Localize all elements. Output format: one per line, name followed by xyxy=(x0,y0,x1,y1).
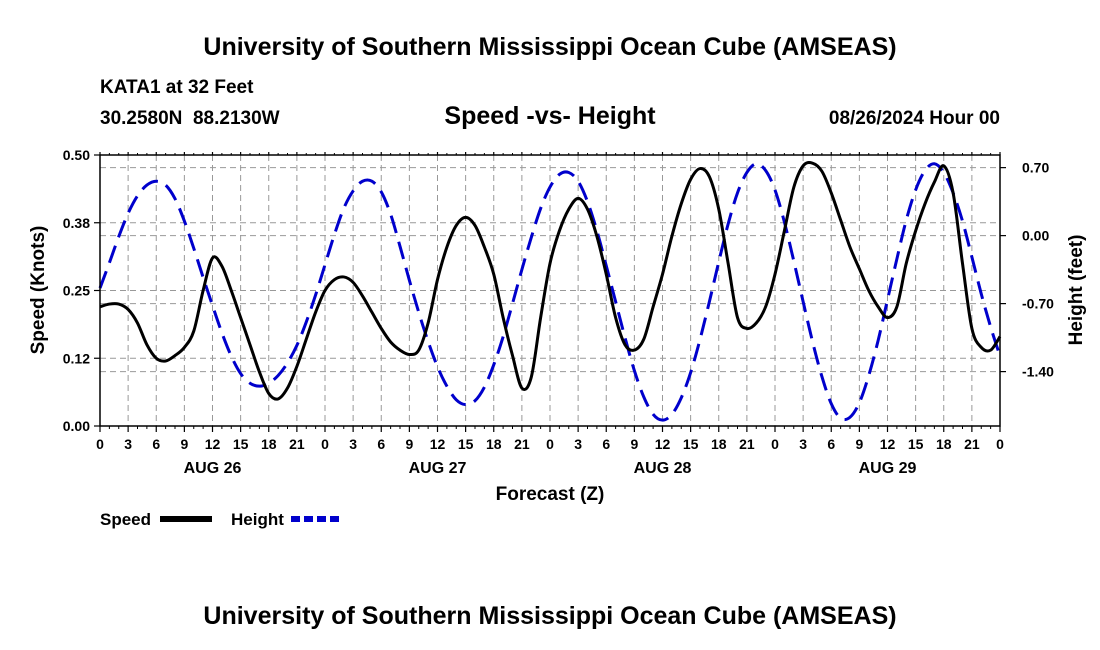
x-tick-label: 6 xyxy=(377,436,385,452)
x-tick-label: 0 xyxy=(96,436,104,452)
x-tick-label: 6 xyxy=(152,436,160,452)
y-tick-label: 0.50 xyxy=(63,147,90,163)
x-tick-label: 9 xyxy=(855,436,863,452)
day-label: AUG 28 xyxy=(634,460,692,477)
x-tick-label: 21 xyxy=(964,436,980,452)
x-tick-label: 12 xyxy=(205,436,221,452)
x-tick-label: 15 xyxy=(683,436,699,452)
x-tick-label: 6 xyxy=(602,436,610,452)
chart-title: University of Southern Mississippi Ocean… xyxy=(203,33,896,61)
y2-tick-label: 0.70 xyxy=(1022,160,1049,176)
x-tick-label: 3 xyxy=(799,436,807,452)
x-tick-label: 3 xyxy=(574,436,582,452)
series-layer xyxy=(98,161,1002,422)
chart-subtitle: Speed -vs- Height xyxy=(444,102,656,130)
x-tick-label: 18 xyxy=(261,436,277,452)
legend: Speed Height xyxy=(100,510,343,529)
y-tick-label: 0.00 xyxy=(63,418,90,434)
day-label: AUG 26 xyxy=(184,460,242,477)
axes: 0 3 6 9 12 15 18 21 0 3 6 9 12 15 18 21 0 3 6 9 12 15 18 21 0 3 6 9… xyxy=(63,147,1054,477)
y-tick-label: 0.12 xyxy=(63,350,90,366)
x-tick-label: 15 xyxy=(233,436,249,452)
x-tick-label: 3 xyxy=(124,436,132,452)
y-axis-title: Speed (Knots) xyxy=(28,226,49,355)
y2-tick-label: -1.40 xyxy=(1022,364,1054,380)
y-tick-label: 0.38 xyxy=(63,215,90,231)
y2-tick-label: 0.00 xyxy=(1022,228,1049,244)
day-label: AUG 29 xyxy=(859,460,917,477)
x-tick-label: 0 xyxy=(996,436,1004,452)
x-tick-label: 18 xyxy=(486,436,502,452)
x-tick-label: 12 xyxy=(655,436,671,452)
x-tick-label: 18 xyxy=(711,436,727,452)
x-tick-label: 0 xyxy=(546,436,554,452)
y2-tick-label: -0.70 xyxy=(1022,296,1054,312)
x-tick-label: 12 xyxy=(430,436,446,452)
day-label: AUG 27 xyxy=(409,460,467,477)
x-tick-label: 15 xyxy=(458,436,474,452)
x-axis-title: Forecast (Z) xyxy=(496,484,605,505)
speed-series-line xyxy=(99,161,1002,401)
x-tick-label: 21 xyxy=(739,436,755,452)
x-tick-label: 15 xyxy=(908,436,924,452)
station-coordinates: 30.2580N 88.2130W xyxy=(100,108,280,129)
x-tick-label: 12 xyxy=(880,436,896,452)
x-tick-label: 3 xyxy=(349,436,357,452)
y2-axis-title: Height (feet) xyxy=(1066,235,1087,346)
footer-title: University of Southern Mississippi Ocean… xyxy=(203,602,896,630)
x-tick-label: 0 xyxy=(771,436,779,452)
grid xyxy=(100,155,1000,426)
legend-height-label: Height xyxy=(231,510,284,529)
forecast-datetime: 08/26/2024 Hour 00 xyxy=(829,108,1000,129)
x-tick-label: 9 xyxy=(405,436,413,452)
legend-speed-label: Speed xyxy=(100,510,151,529)
x-tick-label: 9 xyxy=(630,436,638,452)
y-tick-label: 0.25 xyxy=(63,283,90,299)
x-tick-label: 18 xyxy=(936,436,952,452)
x-tick-label: 0 xyxy=(321,436,329,452)
station-label: KATA1 at 32 Feet xyxy=(100,77,254,98)
height-series-line xyxy=(98,162,1002,422)
x-tick-label: 21 xyxy=(514,436,530,452)
x-tick-label: 21 xyxy=(289,436,305,452)
x-tick-label: 9 xyxy=(180,436,188,452)
x-tick-label: 6 xyxy=(827,436,835,452)
